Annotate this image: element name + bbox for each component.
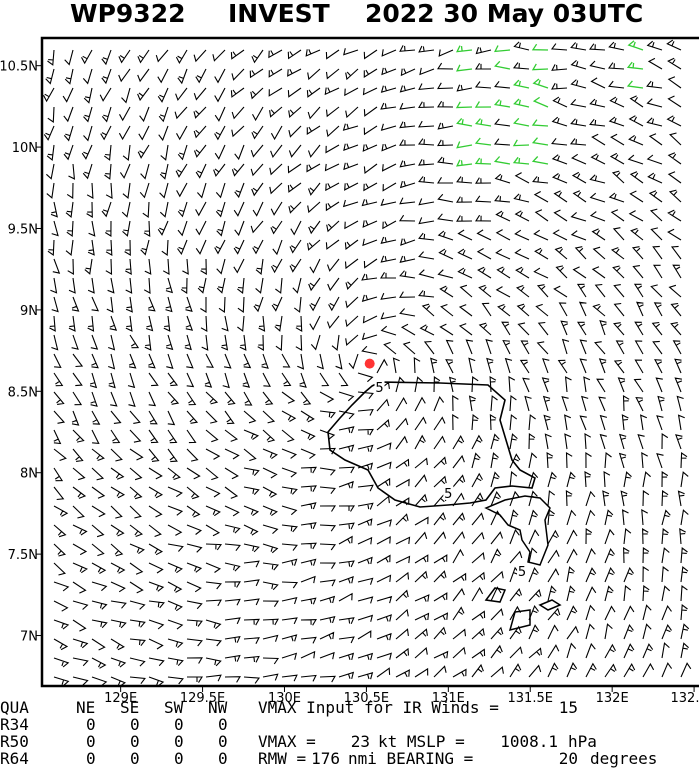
table-cell: 0 (174, 732, 184, 751)
y-tick-label: 8.5N (8, 385, 38, 400)
table-cell: R64 (0, 749, 29, 768)
info-mslp: 1008.1 (500, 732, 558, 751)
contour (484, 495, 562, 632)
x-tick-label: 131E (432, 691, 465, 706)
info-mslp-unit: hPa (568, 732, 597, 751)
table-header: NE (76, 698, 95, 717)
table-header: QUA (0, 698, 29, 717)
table-cell: 0 (130, 715, 140, 734)
table-cell: 0 (218, 715, 228, 734)
contour (327, 381, 536, 508)
x-tick-label: 132E (596, 691, 629, 706)
table-cell: 0 (218, 732, 228, 751)
info-mslp-label: kt MSLP = (378, 732, 465, 751)
y-tick-label: 9.5N (8, 222, 38, 237)
table-cell: R50 (0, 732, 29, 751)
y-tick-label: 8N (20, 467, 38, 482)
date: 2022 30 May 03UTC (365, 0, 643, 28)
x-tick-label: 129E (104, 691, 137, 706)
info-vmax: 23 (351, 732, 370, 751)
table-cell: 0 (218, 749, 228, 768)
table-cell: 0 (86, 732, 96, 751)
map-area (43, 39, 692, 688)
info-rmw: 176 (311, 749, 340, 768)
x-tick-label: 131.5E (508, 691, 553, 706)
info-bearing-unit: degrees (590, 749, 657, 768)
info-bearing: 20 (559, 749, 578, 768)
map-frame (40, 36, 699, 688)
table-cell: 0 (130, 732, 140, 751)
contour-label-bg (443, 485, 454, 500)
info-ir-label: VMAX Input for IR Winds = (258, 698, 499, 717)
table-cell: 0 (86, 715, 96, 734)
table-cell: R34 (0, 715, 29, 734)
y-tick-label: 7N (20, 630, 38, 645)
y-tick-label: 9N (20, 304, 38, 319)
info-ir-value: 15 (559, 698, 578, 717)
x-tick-label: 130.5E (344, 691, 389, 706)
contour-label-bg (374, 380, 385, 395)
table-header: SE (120, 698, 139, 717)
storm-id: WP9322 (70, 0, 185, 28)
y-tick-label: 10N (12, 141, 38, 156)
table-cell: 0 (174, 715, 184, 734)
wind-barbs (43, 39, 692, 688)
contour-label: 5 (518, 565, 526, 580)
info-bearing-label: nmi BEARING = (348, 749, 473, 768)
table-cell: 0 (86, 749, 96, 768)
x-tick-label: 130E (268, 691, 301, 706)
table-cell: 0 (174, 749, 184, 768)
table-header: NW (208, 698, 228, 717)
info-rmw-label: RMW = (258, 749, 306, 768)
contour-label: 5 (375, 381, 383, 396)
table-cell: 0 (130, 749, 140, 768)
y-tick-label: 7.5N (8, 548, 38, 563)
info-vmax-label: VMAX = (258, 732, 316, 751)
table-header: SW (164, 698, 184, 717)
x-tick-label: 132. (671, 691, 699, 706)
y-tick-label: 10.5N (0, 60, 38, 75)
contour-label: 5 (444, 487, 452, 502)
storm-center (364, 358, 375, 369)
storm-type: INVEST (228, 0, 330, 28)
x-tick-label: 129.5E (180, 691, 225, 706)
wind-barbs-strong (455, 40, 644, 167)
contour-label-bg (517, 564, 528, 579)
